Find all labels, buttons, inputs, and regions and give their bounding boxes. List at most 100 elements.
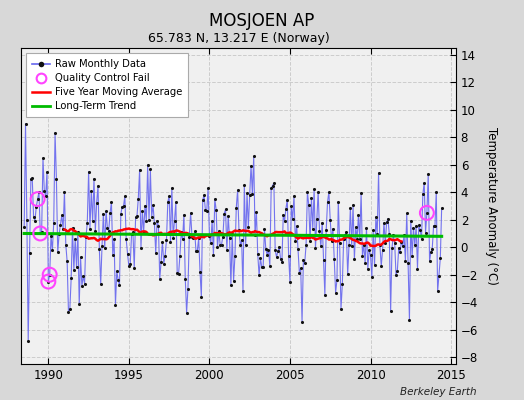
Point xyxy=(271,247,279,254)
Text: Berkeley Earth: Berkeley Earth xyxy=(400,387,477,397)
Point xyxy=(117,211,125,217)
Point xyxy=(29,214,38,220)
Point xyxy=(399,243,407,249)
Point xyxy=(386,308,395,314)
Point xyxy=(251,232,259,238)
Point xyxy=(71,236,79,242)
Point xyxy=(266,262,274,269)
Point xyxy=(74,229,82,235)
Point xyxy=(412,223,420,229)
Point xyxy=(285,253,293,259)
Point xyxy=(156,276,164,282)
Point xyxy=(311,245,320,251)
Point xyxy=(414,222,423,228)
Point xyxy=(438,205,446,211)
Point xyxy=(294,246,302,252)
Point xyxy=(331,289,340,296)
Point xyxy=(302,242,310,248)
Point xyxy=(247,162,255,169)
Point xyxy=(252,209,260,215)
Point xyxy=(361,260,369,266)
Point xyxy=(193,247,202,254)
Point xyxy=(79,273,88,279)
Point xyxy=(154,222,162,229)
Point xyxy=(232,204,241,211)
Point xyxy=(52,175,61,182)
Point xyxy=(89,218,97,224)
Point xyxy=(121,193,129,200)
Point xyxy=(150,220,159,226)
Point xyxy=(170,218,179,224)
Point xyxy=(58,212,66,219)
Point xyxy=(36,230,45,237)
Point xyxy=(99,210,107,217)
Point xyxy=(378,246,387,253)
Point xyxy=(64,309,73,315)
Point xyxy=(146,166,155,173)
Point xyxy=(260,226,269,232)
Point xyxy=(303,189,312,196)
Point xyxy=(87,188,95,195)
Point xyxy=(435,272,443,279)
Point xyxy=(237,237,246,243)
Point xyxy=(53,249,62,256)
Point xyxy=(94,182,102,189)
Point xyxy=(270,180,278,186)
Point xyxy=(261,246,270,252)
Point xyxy=(338,281,346,288)
Point xyxy=(364,266,372,272)
Point xyxy=(417,236,425,242)
Point xyxy=(295,270,303,276)
Point xyxy=(411,242,419,248)
Point xyxy=(137,244,145,251)
Point xyxy=(144,162,152,168)
Point xyxy=(409,224,418,231)
Point xyxy=(249,153,258,160)
Point xyxy=(36,230,45,237)
Point xyxy=(349,202,357,208)
Point xyxy=(356,236,364,242)
Point xyxy=(362,225,370,231)
Point xyxy=(223,247,231,254)
Point xyxy=(212,206,220,213)
Point xyxy=(197,294,205,301)
Point xyxy=(72,264,81,270)
Point xyxy=(292,223,301,229)
Point xyxy=(397,238,406,245)
Point xyxy=(219,234,227,240)
Point xyxy=(288,216,297,222)
Point xyxy=(190,228,199,235)
Point xyxy=(135,166,144,173)
Point xyxy=(173,270,181,276)
Point xyxy=(142,218,150,224)
Point xyxy=(28,174,37,181)
Point xyxy=(184,285,192,292)
Point xyxy=(221,206,230,212)
Point xyxy=(236,242,245,248)
Point xyxy=(376,242,384,248)
Point xyxy=(368,274,376,280)
Point xyxy=(431,223,439,229)
Point xyxy=(60,188,69,195)
Point xyxy=(96,281,105,288)
Point xyxy=(304,202,313,208)
Point xyxy=(243,190,251,196)
Point xyxy=(46,272,54,278)
Point xyxy=(187,210,195,216)
Point xyxy=(51,130,59,136)
Point xyxy=(436,255,444,262)
Point xyxy=(62,242,70,248)
Point xyxy=(244,224,253,230)
Point xyxy=(220,210,228,217)
Point xyxy=(404,260,412,266)
Point xyxy=(192,248,200,254)
Point xyxy=(274,248,282,254)
Point xyxy=(113,268,121,274)
Point xyxy=(419,191,427,197)
Point xyxy=(111,302,119,308)
Point xyxy=(359,242,368,248)
Point xyxy=(248,191,257,197)
Point xyxy=(352,224,360,230)
Point xyxy=(291,238,300,244)
Point xyxy=(209,252,217,258)
